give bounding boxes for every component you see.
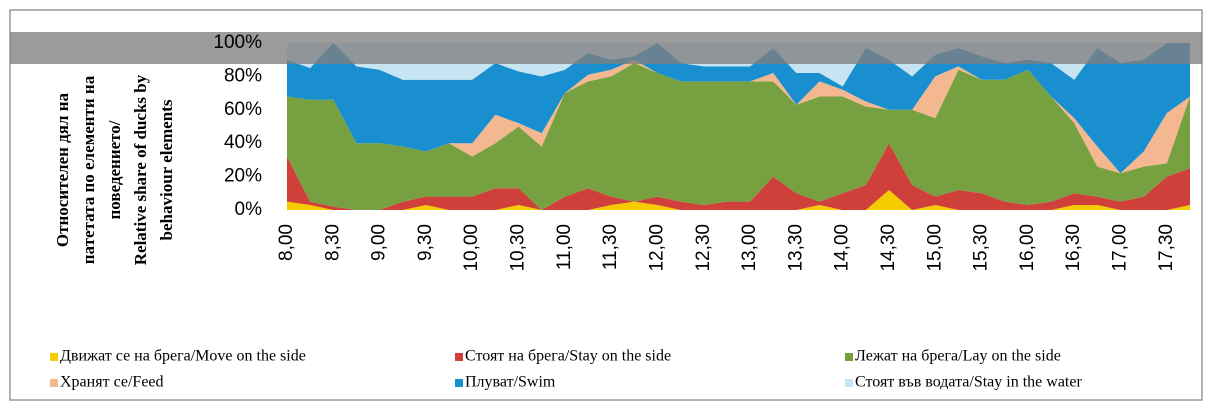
x-tick-label: 15,30	[971, 224, 992, 272]
legend-label: Лежат на брега/Lay on the side	[855, 348, 1061, 365]
legend-label: Движат се на брега/Move on the side	[60, 348, 306, 365]
legend-swatch	[50, 353, 58, 361]
x-tick-label: 10,30	[508, 224, 529, 272]
y-tick-label: 0%	[235, 199, 263, 220]
x-tick-label: 12,30	[693, 224, 714, 272]
y-tick-label: 20%	[224, 166, 262, 187]
legend-swatch	[50, 379, 58, 387]
legend-label: Плуват/Swim	[465, 374, 556, 391]
x-tick-label: 15,00	[924, 224, 945, 272]
x-tick-label: 14,00	[832, 224, 853, 272]
legend-swatch	[455, 353, 463, 361]
y-axis-label: поведението/	[105, 120, 124, 219]
legend-swatch	[845, 379, 853, 387]
x-tick-label: 16,00	[1017, 224, 1038, 272]
plot	[287, 43, 1190, 210]
legend-swatch	[455, 379, 463, 387]
legend-swatch	[845, 353, 853, 361]
legend-label: Стоят във водата/Stay in the water	[855, 374, 1082, 391]
header-band	[10, 32, 1202, 64]
area	[287, 143, 1190, 210]
y-axis-label: Relative share of ducks by	[131, 74, 150, 265]
x-tick-label: 12,00	[646, 224, 667, 272]
y-axis-label: behaviour elements	[157, 99, 176, 240]
x-tick-label: 17,00	[1110, 224, 1131, 272]
x-tick-label: 13,30	[785, 224, 806, 272]
legend-label: Стоят на брега/Stay on the side	[465, 348, 671, 365]
x-tick-label: 11,30	[600, 224, 621, 270]
y-tick-label: 60%	[224, 99, 262, 120]
x-tick-label: 9,00	[369, 224, 390, 261]
area	[287, 189, 1190, 210]
y-tick-label: 100%	[213, 32, 262, 53]
x-tick-label: 16,30	[1063, 224, 1084, 272]
area	[287, 63, 1190, 210]
x-tick-label: 10,00	[461, 224, 482, 272]
x-tick-label: 8,30	[322, 224, 343, 261]
x-tick-label: 13,00	[739, 224, 760, 272]
x-tick-label: 11,00	[554, 224, 575, 270]
x-tick-label: 14,30	[878, 224, 899, 272]
x-tick-label: 9,30	[415, 224, 436, 261]
y-axis-label: патетата по елементи на	[79, 75, 98, 264]
legend-label: Хранят се/Feed	[60, 374, 164, 391]
x-tick-label: 8,00	[276, 224, 297, 261]
y-tick-label: 40%	[224, 132, 262, 153]
area	[287, 43, 1190, 174]
area	[287, 59, 1190, 174]
x-tick-label: 17,30	[1156, 224, 1177, 272]
y-tick-label: 80%	[224, 65, 262, 86]
y-axis-label: Относителен дял на	[53, 92, 72, 247]
